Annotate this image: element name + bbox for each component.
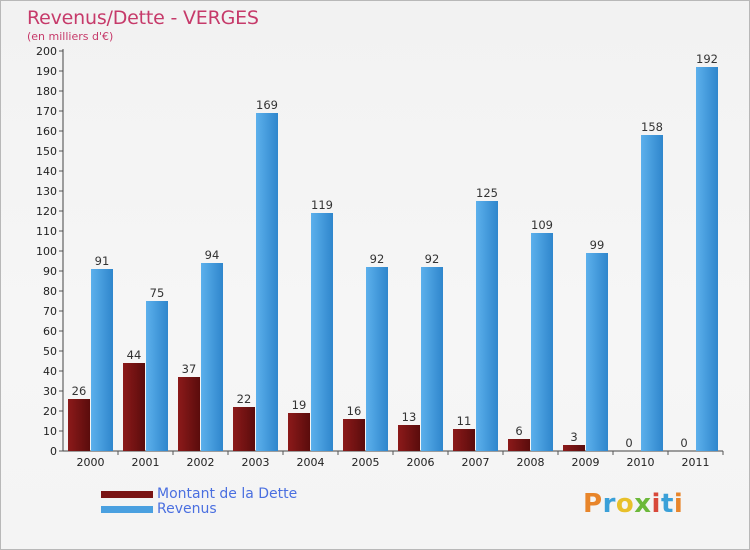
data-label-dette: 3 [570, 430, 577, 444]
y-tick-label: 180 [36, 85, 57, 98]
chart-title: Revenus/Dette - VERGES [27, 7, 259, 29]
x-tick-label: 2003 [242, 456, 270, 469]
bar-revenus [256, 113, 278, 451]
logo-letter: i [651, 489, 661, 519]
y-tick-label: 190 [36, 65, 57, 78]
y-tick-label: 170 [36, 105, 57, 118]
x-tick-label: 2006 [407, 456, 435, 469]
bar-revenus [531, 233, 553, 451]
y-tick-label: 20 [43, 405, 57, 418]
data-label-revenus: 192 [696, 52, 718, 66]
x-tick-label: 2000 [77, 456, 105, 469]
data-label-dette: 6 [515, 424, 522, 438]
y-tick-label: 160 [36, 125, 57, 138]
x-tick-label: 2001 [132, 456, 160, 469]
bar-revenus [311, 213, 333, 451]
bar-dette [343, 419, 365, 451]
legend-swatch-dette [101, 491, 153, 498]
bar-revenus [146, 301, 168, 451]
y-tick-label: 80 [43, 285, 57, 298]
data-label-revenus: 125 [476, 186, 498, 200]
data-label-revenus: 92 [425, 252, 440, 266]
y-tick-label: 50 [43, 345, 57, 358]
bar-dette [453, 429, 475, 451]
data-label-revenus: 109 [531, 218, 553, 232]
bar-revenus [366, 267, 388, 451]
x-tick-label: 2004 [297, 456, 325, 469]
x-tick-label: 2011 [682, 456, 710, 469]
legend-label-revenus: Revenus [157, 501, 217, 517]
y-tick-label: 70 [43, 305, 57, 318]
data-label-revenus: 99 [590, 238, 605, 252]
y-tick-label: 90 [43, 265, 57, 278]
data-label-revenus: 94 [205, 248, 220, 262]
y-tick-label: 100 [36, 245, 57, 258]
bar-revenus [696, 67, 718, 451]
y-tick-label: 60 [43, 325, 57, 338]
proxiti-logo: Proxiti [583, 489, 683, 519]
bar-dette [508, 439, 530, 451]
data-label-dette: 22 [237, 392, 252, 406]
data-label-revenus: 92 [370, 252, 385, 266]
y-tick-label: 200 [36, 45, 57, 58]
data-label-revenus: 158 [641, 120, 663, 134]
data-label-dette: 37 [182, 362, 197, 376]
data-label-dette: 44 [127, 348, 142, 362]
y-tick-label: 110 [36, 225, 57, 238]
y-tick-label: 0 [50, 445, 57, 458]
x-tick-label: 2007 [462, 456, 490, 469]
bar-revenus [201, 263, 223, 451]
bar-dette [563, 445, 585, 451]
logo-letter: r [602, 489, 616, 519]
x-tick-label: 2008 [517, 456, 545, 469]
bar-revenus [91, 269, 113, 451]
x-tick-label: 2010 [627, 456, 655, 469]
data-label-revenus: 91 [95, 254, 110, 268]
data-label-revenus: 169 [256, 98, 278, 112]
bar-dette [68, 399, 90, 451]
bar-revenus [421, 267, 443, 451]
logo-letter: i [673, 489, 684, 519]
x-tick-label: 2009 [572, 456, 600, 469]
y-tick-label: 140 [36, 165, 57, 178]
data-label-dette: 26 [72, 384, 87, 398]
logo-letter: P [583, 489, 603, 519]
logo-letter: x [634, 489, 652, 519]
data-label-dette: 19 [292, 398, 307, 412]
bar-dette [233, 407, 255, 451]
y-tick-label: 120 [36, 205, 57, 218]
legend-label-dette: Montant de la Dette [157, 486, 298, 502]
data-label-revenus: 119 [311, 198, 333, 212]
data-label-dette: 13 [402, 410, 417, 424]
y-tick-label: 30 [43, 385, 57, 398]
x-tick-label: 2005 [352, 456, 380, 469]
y-tick-label: 10 [43, 425, 57, 438]
y-tick-label: 130 [36, 185, 57, 198]
data-label-dette: 16 [347, 404, 362, 418]
x-tick-label: 2002 [187, 456, 215, 469]
y-tick-label: 150 [36, 145, 57, 158]
bar-revenus [641, 135, 663, 451]
bar-revenus [586, 253, 608, 451]
bar-dette [123, 363, 145, 451]
bar-revenus [476, 201, 498, 451]
data-label-dette: 0 [680, 436, 687, 450]
data-label-dette: 11 [457, 414, 472, 428]
logo-letter: t [660, 489, 674, 519]
bar-dette [288, 413, 310, 451]
chart-subtitle: (en milliers d'€) [27, 30, 114, 43]
bar-dette [178, 377, 200, 451]
data-label-revenus: 75 [150, 286, 165, 300]
data-label-dette: 0 [625, 436, 632, 450]
y-tick-label: 40 [43, 365, 57, 378]
legend-swatch-revenus [101, 506, 153, 513]
logo-letter: o [615, 489, 635, 519]
bar-dette [398, 425, 420, 451]
